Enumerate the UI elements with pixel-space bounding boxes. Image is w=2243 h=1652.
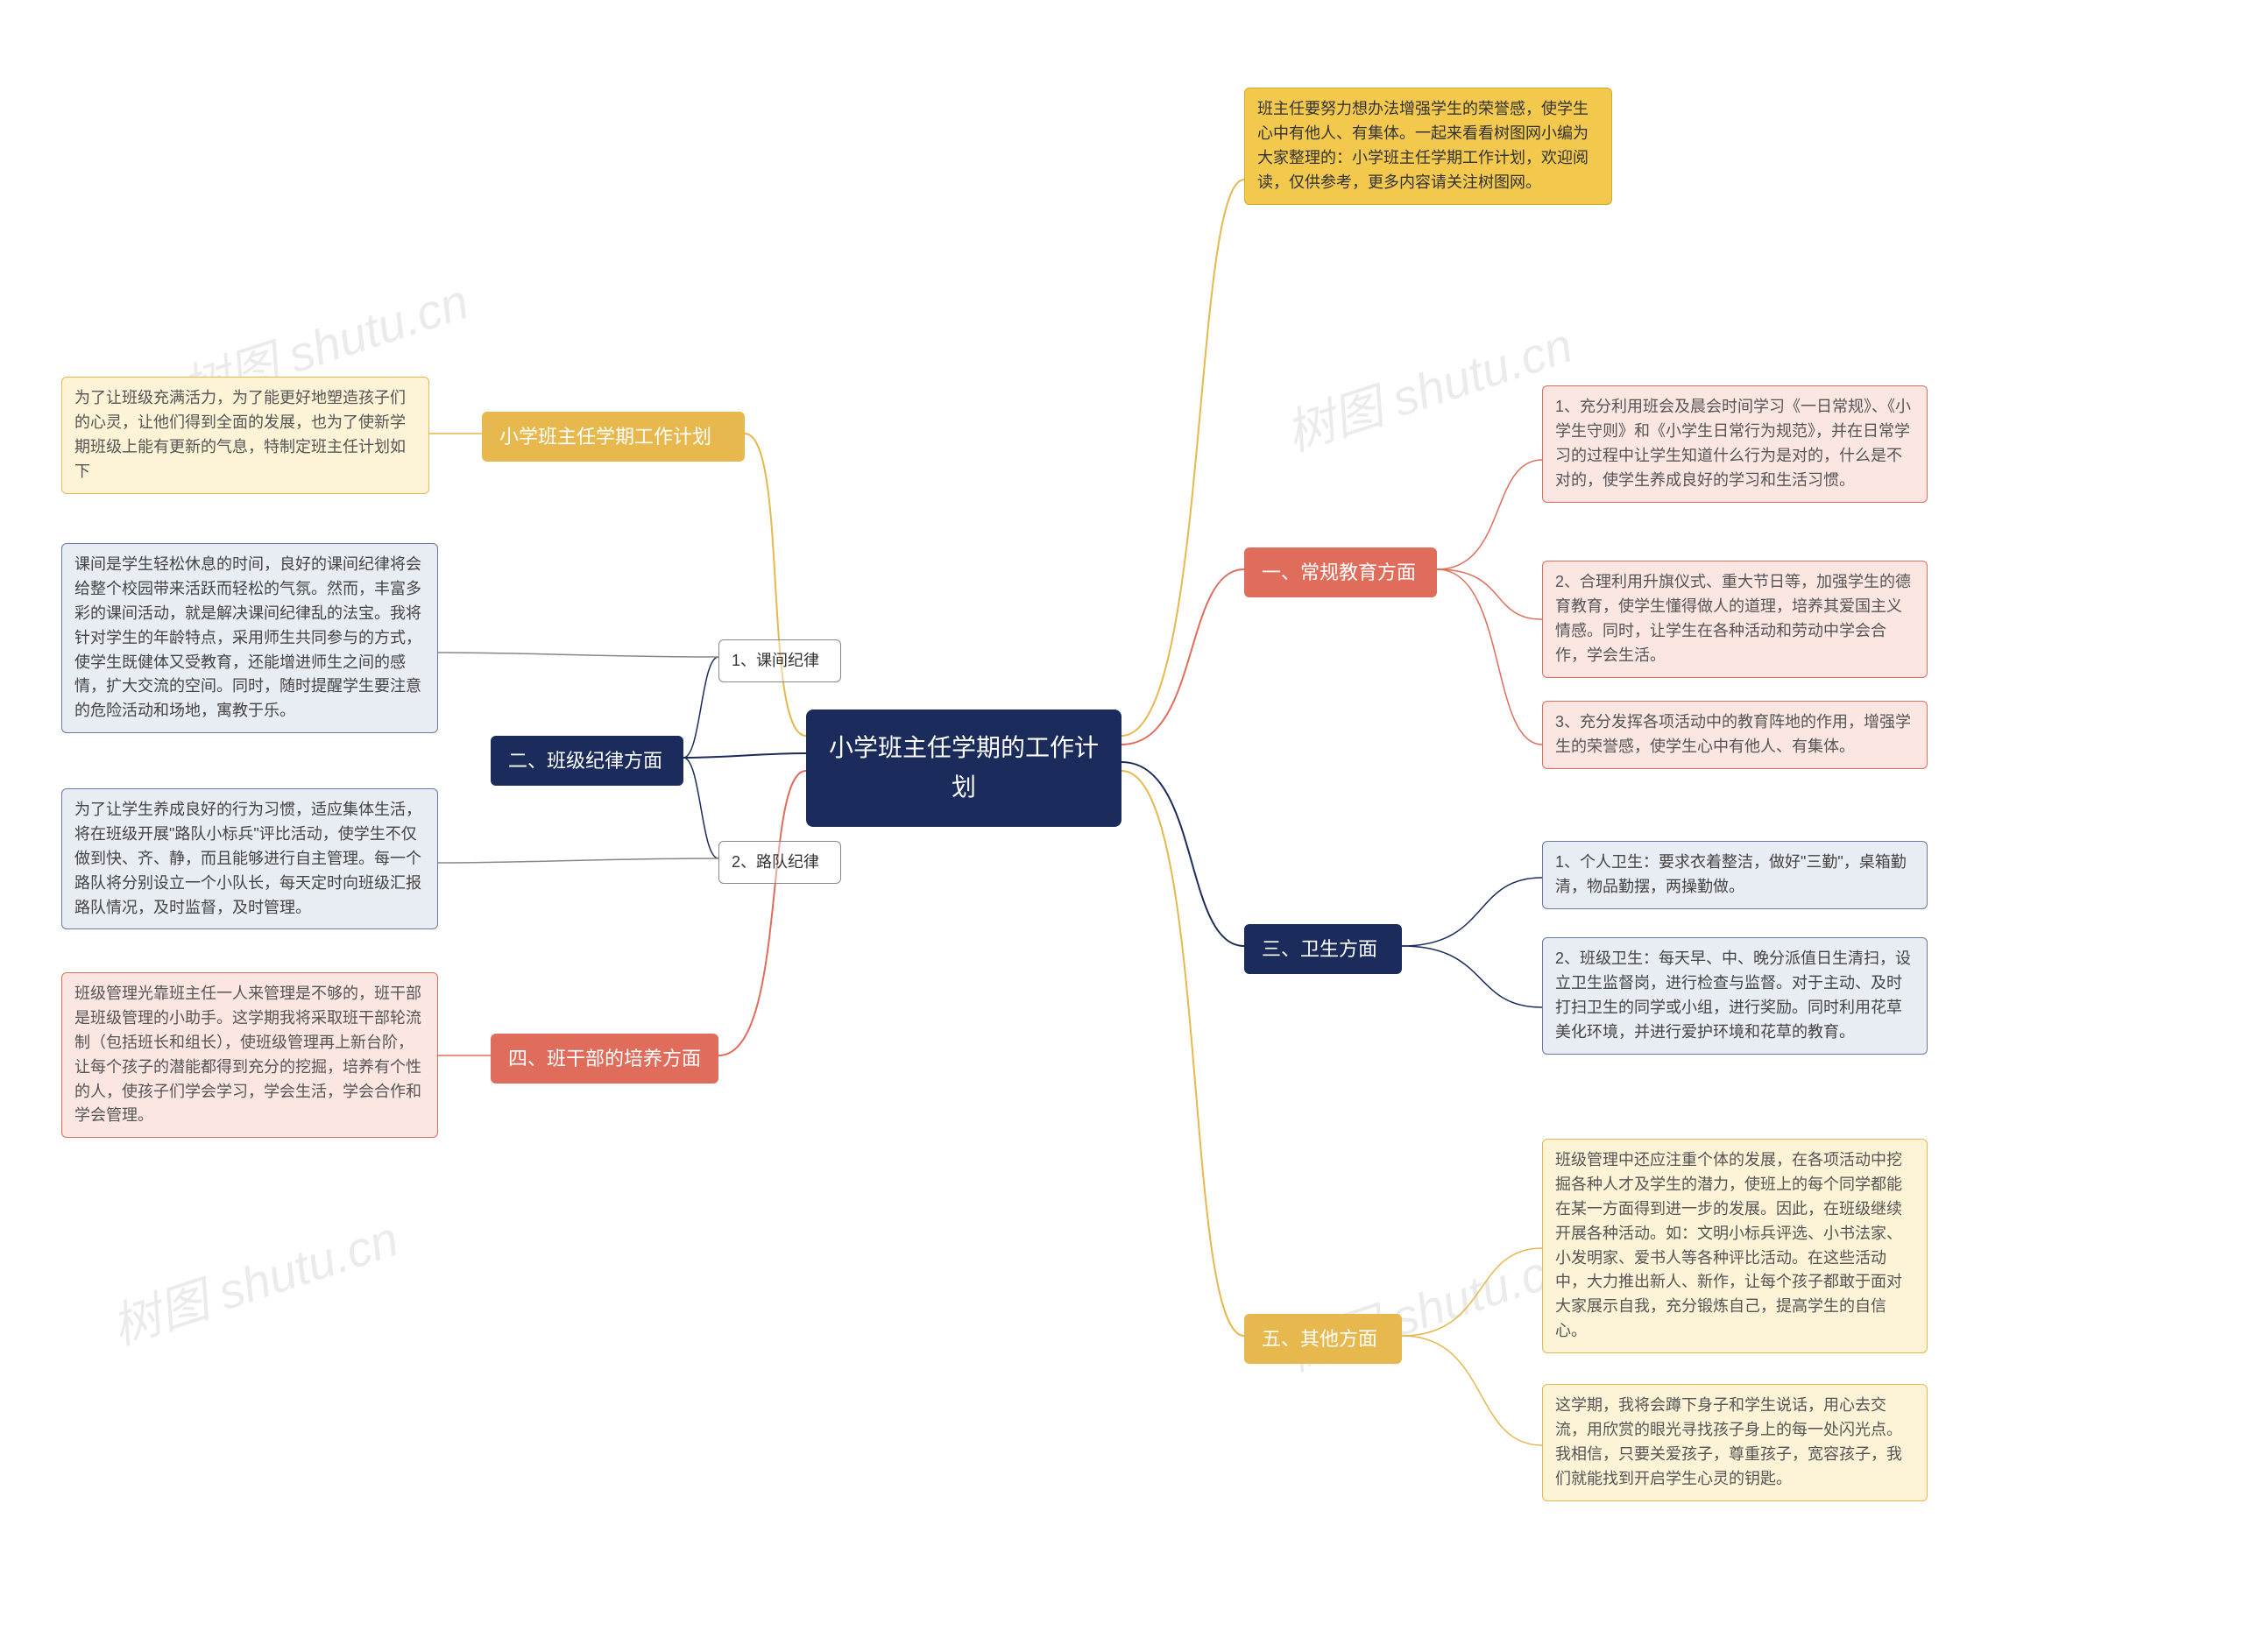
branch-section4: 四、班干部的培养方面 — [491, 1034, 718, 1084]
leaf-section4: 班级管理光靠班主任一人来管理是不够的，班干部是班级管理的小助手。这学期我将采取班… — [61, 972, 438, 1138]
branch-section1: 一、常规教育方面 — [1244, 547, 1437, 597]
leaf-section2-1: 为了让学生养成良好的行为习惯，适应集体生活，将在班级开展"路队小标兵"评比活动，… — [61, 788, 438, 929]
leaf-section3-1: 2、班级卫生：每天早、中、晚分派值日生清扫，设立卫生监督岗，进行检查与监督。对于… — [1542, 937, 1928, 1055]
leaf-section1-0: 1、充分利用班会及晨会时间学习《一日常规》、《小学生守则》和《小学生日常行为规范… — [1542, 385, 1928, 503]
leaf-section1-2: 3、充分发挥各项活动中的教育阵地的作用，增强学生的荣誉感，使学生心中有他人、有集… — [1542, 701, 1928, 769]
leaf-section3-0: 1、个人卫生：要求衣着整洁，做好"三勤"，桌箱勤清，物品勤摆，两操勤做。 — [1542, 841, 1928, 909]
watermark: 树图 shutu.cn — [102, 1200, 407, 1359]
branch-section2: 二、班级纪律方面 — [491, 736, 683, 786]
sub-section2-1: 2、路队纪律 — [718, 841, 841, 884]
center-node: 小学班主任学期的工作计 划 — [806, 710, 1122, 827]
leaf-section5-0: 班级管理中还应注重个体的发展，在各项活动中挖掘各种人才及学生的潜力，使班上的每个… — [1542, 1139, 1928, 1353]
intro-leaf: 班主任要努力想办法增强学生的荣誉感，使学生心中有他人、有集体。一起来看看树图网小… — [1244, 88, 1612, 205]
leaf-section5-1: 这学期，我将会蹲下身子和学生说话，用心去交流，用欣赏的眼光寻找孩子身上的每一处闪… — [1542, 1384, 1928, 1501]
leaf-plan-title: 为了让班级充满活力，为了能更好地塑造孩子们的心灵，让他们得到全面的发展，也为了使… — [61, 377, 429, 494]
branch-section5: 五、其他方面 — [1244, 1314, 1402, 1364]
sub-section2-0: 1、课间纪律 — [718, 639, 841, 682]
leaf-section2-0: 课间是学生轻松休息的时间，良好的课间纪律将会给整个校园带来活跃而轻松的气氛。然而… — [61, 543, 438, 733]
leaf-section1-1: 2、合理利用升旗仪式、重大节日等，加强学生的德育教育，使学生懂得做人的道理，培养… — [1542, 561, 1928, 678]
branch-plan-title: 小学班主任学期工作计划 — [482, 412, 745, 462]
branch-section3: 三、卫生方面 — [1244, 924, 1402, 974]
watermark: 树图 shutu.cn — [1276, 307, 1581, 466]
